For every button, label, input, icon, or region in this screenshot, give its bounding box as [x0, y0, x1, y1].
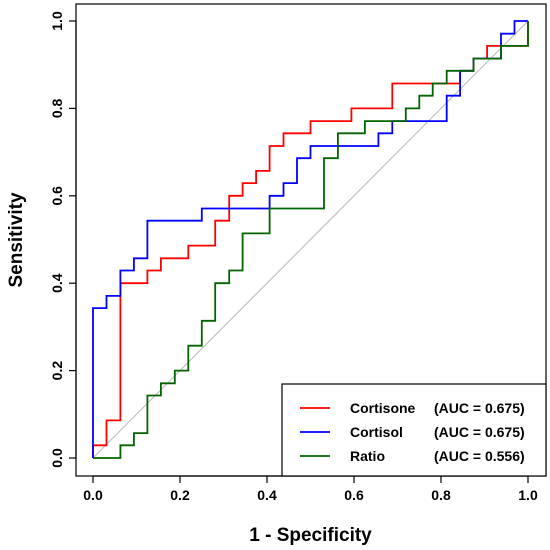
x-tick-label: 0.6: [344, 487, 364, 503]
x-tick-label: 1.0: [518, 487, 538, 503]
plot-area: [92, 20, 529, 459]
legend-auc-label: (AUC = 0.675): [434, 400, 525, 416]
y-tick-label: 0.0: [49, 448, 65, 468]
diagonal-reference-line: [92, 20, 529, 459]
legend-series-name: Cortisol: [350, 424, 403, 440]
y-axis-title: Sensitivity: [6, 192, 27, 287]
legend-box: [281, 383, 547, 477]
legend-auc-label: (AUC = 0.556): [434, 448, 525, 464]
legend-auc-label: (AUC = 0.675): [434, 424, 525, 440]
y-tick-label: 1.0: [49, 11, 65, 31]
y-tick-label: 0.2: [49, 361, 65, 381]
legend-series-name: Cortisone: [350, 400, 416, 416]
roc-curve-ratio: [93, 21, 529, 459]
x-tick-label: 0.2: [170, 487, 190, 503]
x-tick-label: 0.4: [257, 487, 277, 503]
y-tick-label: 0.8: [49, 98, 65, 118]
legend: Cortisone (AUC = 0.675) Cortisol (AUC = 0.6…: [281, 383, 547, 477]
y-tick-label: 0.6: [49, 186, 65, 206]
x-axis-title: 1 - Specificity: [249, 525, 372, 546]
y-tick-label: 0.4: [49, 273, 65, 293]
x-tick-label: 0.8: [431, 487, 451, 503]
legend-series-name: Ratio: [350, 448, 385, 464]
x-tick-label: 0.0: [83, 487, 103, 503]
